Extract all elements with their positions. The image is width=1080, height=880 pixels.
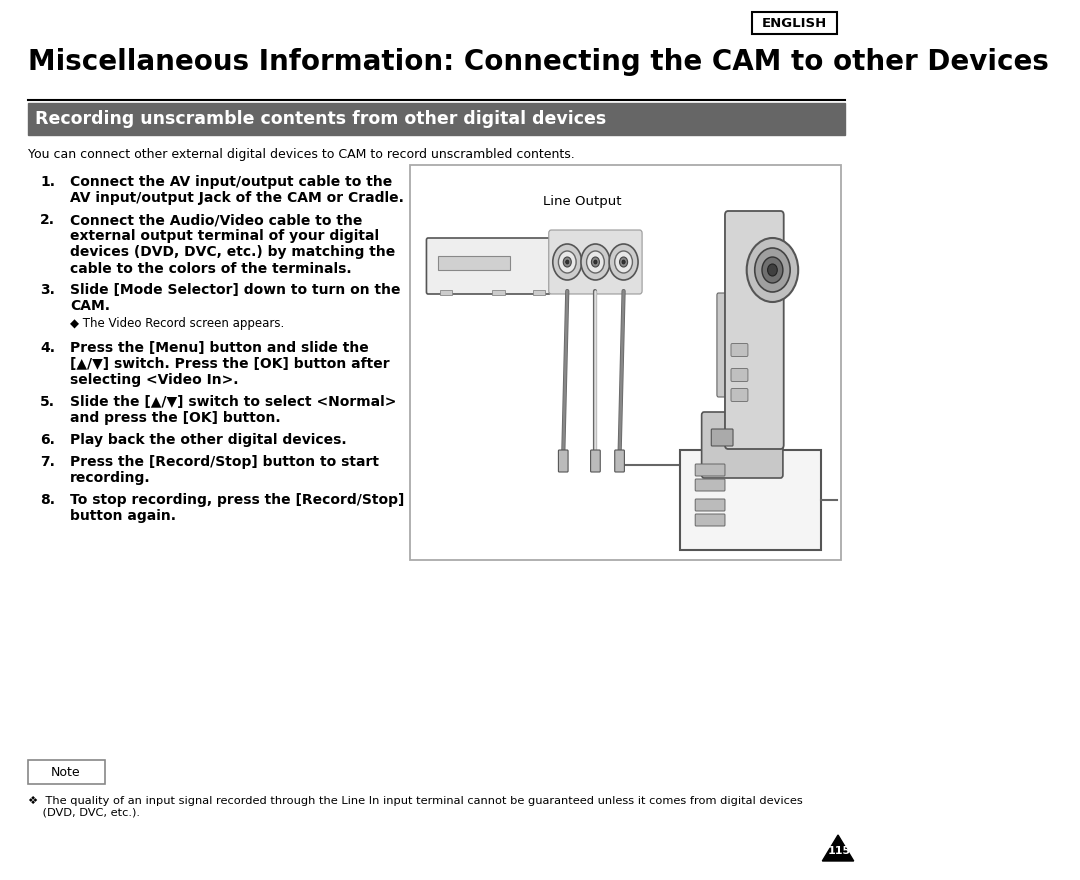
Text: Slide [Mode Selector] down to turn on the
CAM.: Slide [Mode Selector] down to turn on th… bbox=[70, 283, 401, 313]
Text: You can connect other external digital devices to CAM to record unscrambled cont: You can connect other external digital d… bbox=[28, 148, 575, 161]
FancyBboxPatch shape bbox=[702, 412, 783, 478]
FancyBboxPatch shape bbox=[591, 450, 600, 472]
Bar bbox=[437, 256, 510, 270]
Circle shape bbox=[594, 260, 597, 264]
Bar bbox=[410, 165, 841, 560]
Text: Miscellaneous Information: Connecting the CAM to other Devices: Miscellaneous Information: Connecting th… bbox=[28, 48, 1049, 76]
FancyBboxPatch shape bbox=[712, 429, 733, 446]
Circle shape bbox=[564, 257, 571, 267]
Text: 8.: 8. bbox=[40, 493, 55, 507]
Circle shape bbox=[762, 257, 783, 283]
Text: Note: Note bbox=[51, 766, 81, 779]
Text: 1.: 1. bbox=[40, 175, 55, 189]
Bar bbox=[28, 103, 845, 135]
Circle shape bbox=[592, 257, 599, 267]
Circle shape bbox=[586, 251, 605, 273]
Bar bbox=[680, 450, 821, 550]
Text: Play back the other digital devices.: Play back the other digital devices. bbox=[70, 433, 347, 447]
Text: 2.: 2. bbox=[40, 213, 55, 227]
Text: 7.: 7. bbox=[40, 455, 55, 469]
Circle shape bbox=[746, 238, 798, 302]
FancyBboxPatch shape bbox=[549, 230, 643, 294]
FancyBboxPatch shape bbox=[753, 12, 837, 34]
FancyBboxPatch shape bbox=[696, 479, 725, 491]
FancyBboxPatch shape bbox=[558, 450, 568, 472]
Circle shape bbox=[615, 251, 633, 273]
Bar bbox=[492, 290, 504, 295]
FancyBboxPatch shape bbox=[731, 388, 748, 401]
FancyBboxPatch shape bbox=[696, 499, 725, 511]
Text: Slide the [▲/▼] switch to select <Normal>
and press the [OK] button.: Slide the [▲/▼] switch to select <Normal… bbox=[70, 395, 396, 425]
Text: Connect the AV input/output cable to the
AV input/output Jack of the CAM or Crad: Connect the AV input/output cable to the… bbox=[70, 175, 404, 205]
Polygon shape bbox=[822, 835, 853, 861]
FancyBboxPatch shape bbox=[717, 293, 734, 397]
Text: 5.: 5. bbox=[40, 395, 55, 409]
Circle shape bbox=[620, 257, 627, 267]
FancyBboxPatch shape bbox=[725, 211, 784, 449]
Text: 3.: 3. bbox=[40, 283, 55, 297]
FancyBboxPatch shape bbox=[696, 514, 725, 526]
Text: 4.: 4. bbox=[40, 341, 55, 355]
Circle shape bbox=[768, 264, 778, 276]
Circle shape bbox=[581, 244, 610, 280]
Circle shape bbox=[553, 244, 582, 280]
Text: ◆ The Video Record screen appears.: ◆ The Video Record screen appears. bbox=[70, 317, 284, 330]
Bar bbox=[441, 290, 453, 295]
FancyBboxPatch shape bbox=[28, 760, 105, 784]
Text: Press the [Record/Stop] button to start
recording.: Press the [Record/Stop] button to start … bbox=[70, 455, 379, 485]
FancyBboxPatch shape bbox=[696, 464, 725, 476]
Circle shape bbox=[558, 251, 576, 273]
Text: ENGLISH: ENGLISH bbox=[761, 17, 827, 30]
Text: To stop recording, press the [Record/Stop]
button again.: To stop recording, press the [Record/Sto… bbox=[70, 493, 404, 524]
Text: Press the [Menu] button and slide the
[▲/▼] switch. Press the [OK] button after
: Press the [Menu] button and slide the [▲… bbox=[70, 341, 390, 387]
Text: Line Output: Line Output bbox=[543, 195, 622, 208]
FancyBboxPatch shape bbox=[731, 343, 748, 356]
Text: 6.: 6. bbox=[40, 433, 55, 447]
Text: Connect the Audio/Video cable to the
external output terminal of your digital
de: Connect the Audio/Video cable to the ext… bbox=[70, 213, 395, 275]
Bar bbox=[532, 290, 544, 295]
FancyBboxPatch shape bbox=[427, 238, 551, 294]
Circle shape bbox=[755, 248, 791, 292]
Circle shape bbox=[622, 260, 625, 264]
Text: Recording unscramble contents from other digital devices: Recording unscramble contents from other… bbox=[35, 110, 606, 128]
FancyBboxPatch shape bbox=[731, 369, 748, 382]
FancyBboxPatch shape bbox=[615, 450, 624, 472]
Text: 115: 115 bbox=[828, 847, 851, 856]
Circle shape bbox=[609, 244, 638, 280]
Circle shape bbox=[566, 260, 569, 264]
Text: ❖  The quality of an input signal recorded through the Line In input terminal ca: ❖ The quality of an input signal recorde… bbox=[28, 796, 802, 818]
